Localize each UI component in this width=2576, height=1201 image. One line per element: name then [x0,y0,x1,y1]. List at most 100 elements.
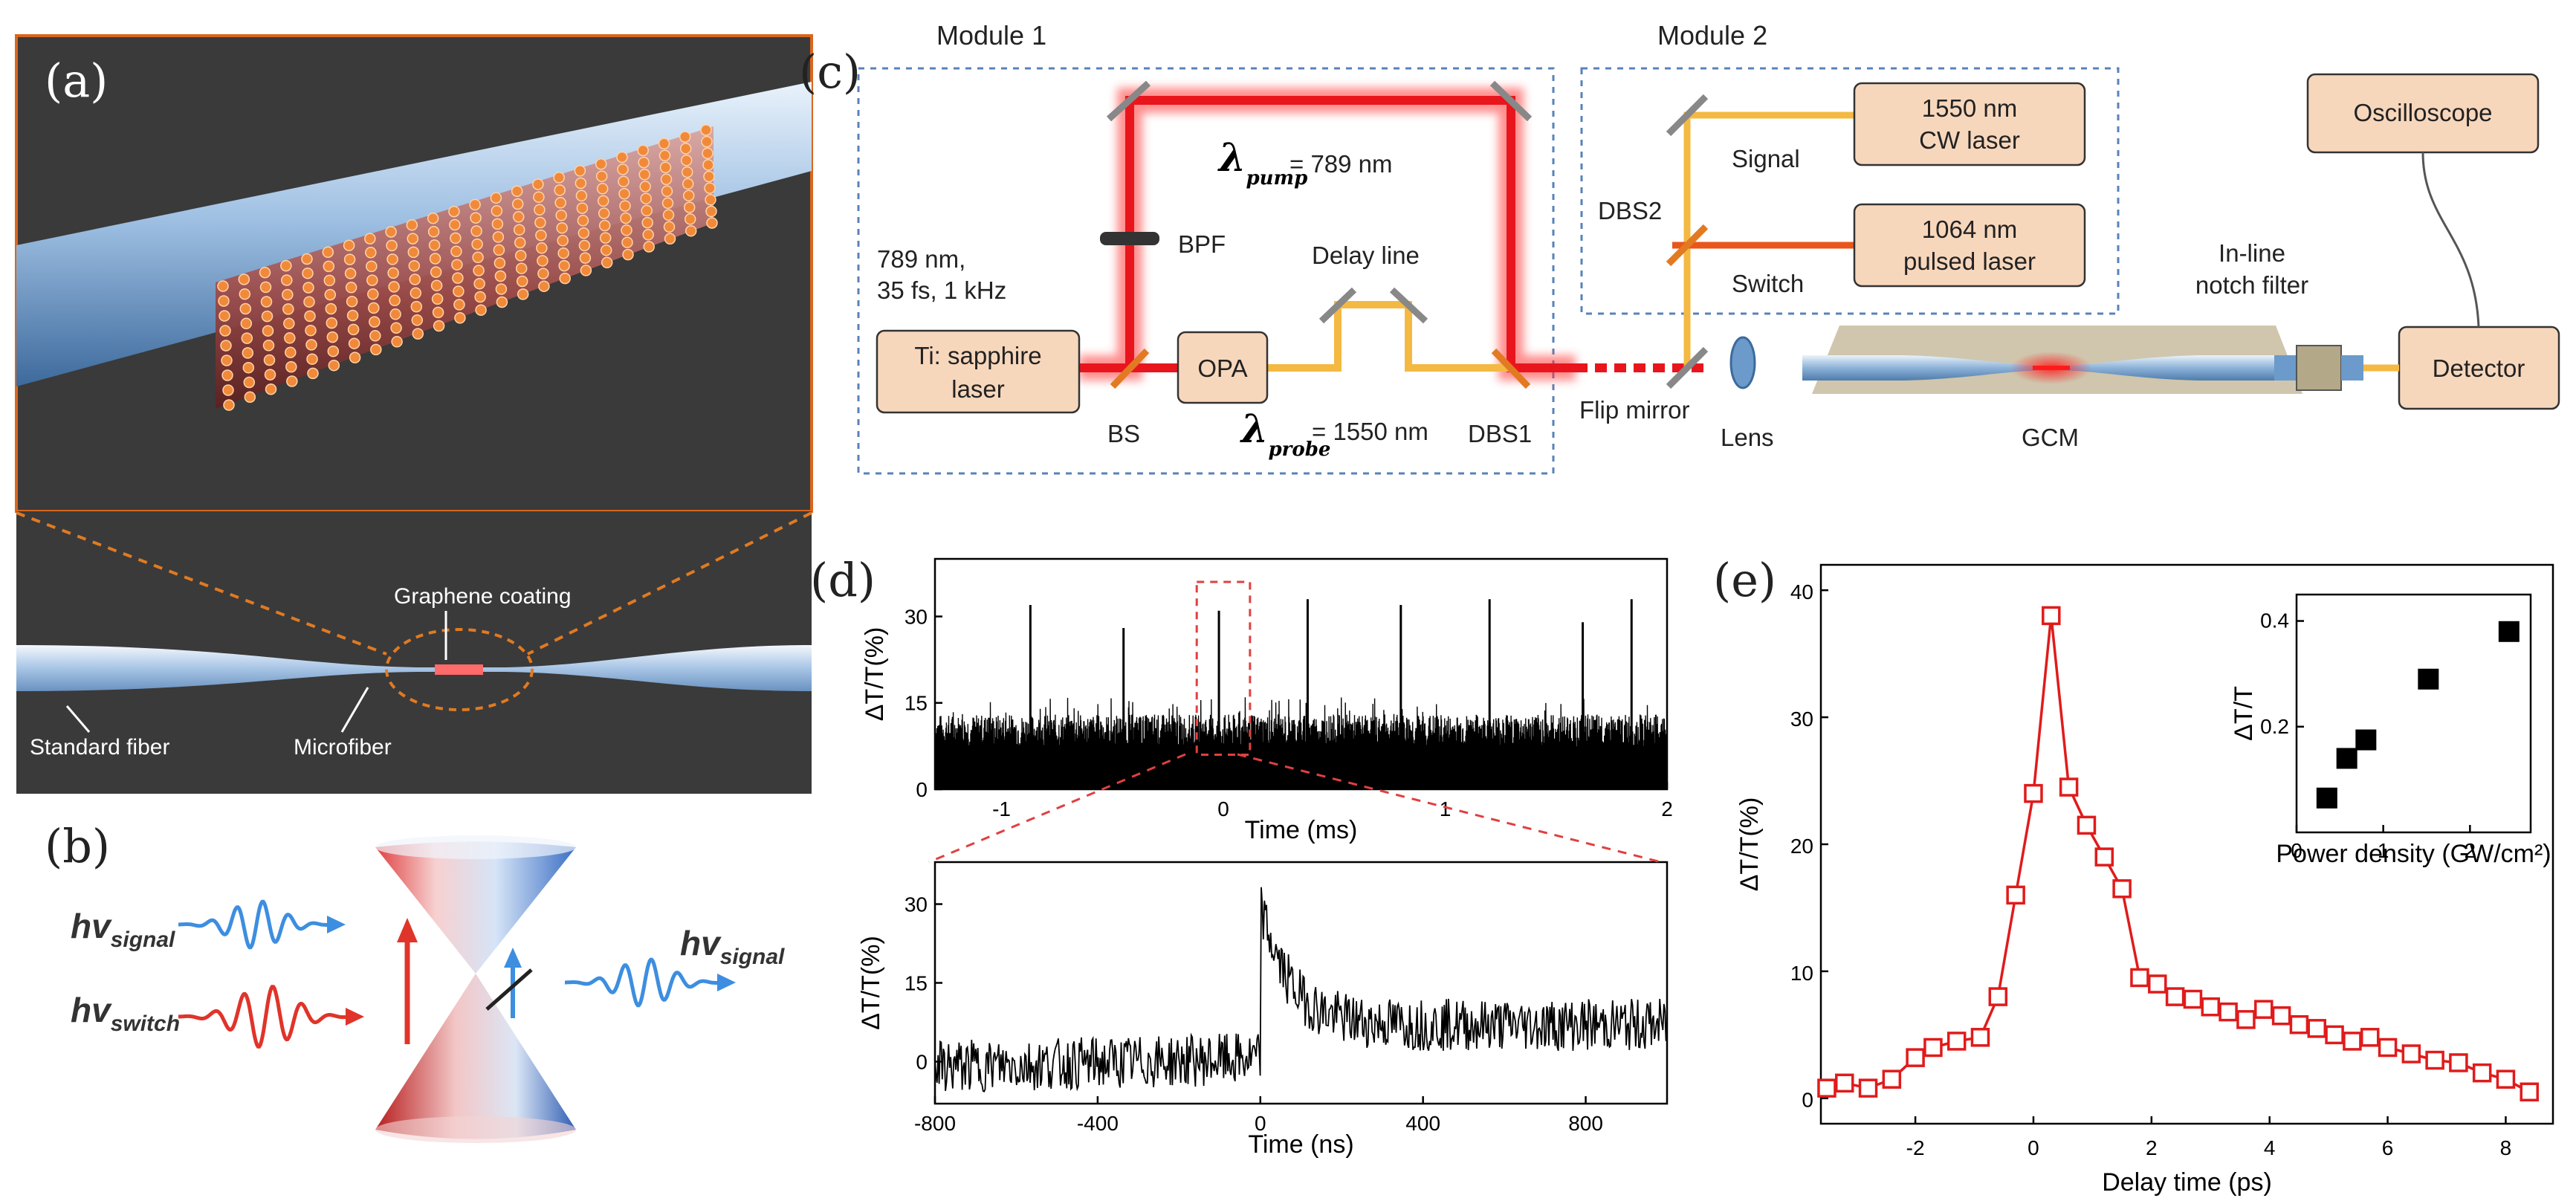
y-axis-label: ΔT/T(%) [857,936,885,1030]
graphene-atom [599,232,612,244]
graphene-atom [388,281,400,293]
graphene-atom [343,253,356,265]
graphene-atom [221,355,233,366]
cw-laser-line2: CW laser [1919,126,2020,154]
y-tick-label: 20 [1790,835,1813,858]
graphene-atom [701,135,713,148]
graphene-atom [577,227,590,239]
x-tick-label: 8 [2500,1136,2512,1159]
panel-c: (c) Module 1 Module 2 [799,20,2560,475]
standard-fiber-arrow [65,705,91,733]
graphene-atom [619,200,631,212]
panel-d: (d) -1 0 1 2 0 15 30 Time (ms) ΔT/T(%) -800 -400 0… [810,553,1673,1159]
opa-box [1177,331,1269,404]
graphene-atom [513,224,525,236]
graphene-atom [386,253,398,265]
graphene-atom [600,244,612,256]
graphene-atom [219,325,231,337]
graphene-atom [534,204,546,216]
data-point [1988,987,2008,1006]
hv-signal-out-label: hvsignal [680,924,785,969]
graphene-atom [662,209,675,221]
data-point [1906,1048,1925,1067]
data-point [2077,815,2097,835]
y-tick-label: 30 [904,893,928,916]
tapered-fiber [16,645,812,691]
data-point [2496,1069,2516,1089]
pump-wavelength: = 789 nm [1289,150,1393,178]
ti-sapphire-laser-box [876,329,1081,414]
graphene-atom [242,347,254,359]
graphene-atom [389,308,401,320]
ti-laser-line2: laser [951,375,1005,403]
data-point [1970,1028,1990,1047]
data-point [2401,1044,2421,1064]
probe-beam [1267,301,1479,372]
graphene-atom [575,177,587,190]
graphene-atom [537,255,548,267]
y-tick-label: 0 [916,1050,928,1073]
x-axis-label: Time (ns) [1248,1130,1353,1159]
graphene-atom [429,253,441,265]
graphene-atom [511,185,523,197]
x-tick-label: 400 [1405,1112,1440,1135]
graphene-atom [681,166,693,178]
graphene-atom [370,343,382,356]
data-point [2165,987,2185,1006]
data-point [2094,847,2114,867]
plot-frame [2295,593,2532,834]
graphene-atom [576,202,589,214]
x-tick-label: -2 [1906,1136,1925,1159]
graphene-atom [389,294,401,307]
graphene-atom [262,340,275,352]
x-tick-label: 6 [2382,1136,2394,1159]
x-tick-label: 800 [1568,1112,1603,1135]
y-axis-label: ΔT/T [2230,686,2258,741]
graphene-atom [284,332,296,344]
graphene-atom [326,331,339,343]
graphene-coating-label: Graphene coating [394,584,572,609]
graphene-atom [557,247,569,259]
oscilloscope-label: Oscilloscope [2353,99,2492,126]
graphene-atom [490,192,502,204]
graphene-atom [621,224,632,236]
pulsed-laser-line2: pulsed laser [1903,247,2036,275]
y-tick-label: 0.4 [2260,609,2289,632]
zoom-line-d-left [928,753,1186,864]
graphene-atom [431,293,444,305]
detector-label: Detector [2433,355,2525,382]
pauli-blocking-slash [485,968,533,1011]
graphene-atom [534,216,546,229]
graphene-atom [454,312,466,324]
bpf-label: BPF [1178,230,1226,258]
signal-transition-head [504,948,522,968]
graphene-atom [259,281,272,294]
notch-label-1: In-line [2219,239,2285,267]
graphene-atom [407,246,420,259]
data-point [2006,885,2025,905]
delay-line-label: Delay line [1312,242,1420,269]
graphene-atom [660,173,673,186]
graphene-atom [517,288,529,300]
cw-laser-box [1853,82,2086,166]
graphene-atom [473,277,485,290]
signal-wave-in [178,899,334,950]
graphene-atom [218,295,230,307]
graphene-atom [323,274,336,287]
cone-lower-rim [375,1116,576,1143]
x-tick-label: 0 [1255,1112,1266,1135]
x-tick-label: -800 [914,1112,956,1135]
graphene-atom [470,225,482,237]
graphene-atom [559,272,571,285]
graphene-atom [514,236,526,249]
graphene-atom [285,360,297,373]
data-point [2449,1053,2468,1072]
graphene-atom [535,229,547,242]
inset-point [2336,748,2357,769]
graphene-atom [491,205,503,217]
graphene-atom [261,310,274,323]
graphene-atom [555,210,567,221]
pump-beam [1079,96,1576,372]
